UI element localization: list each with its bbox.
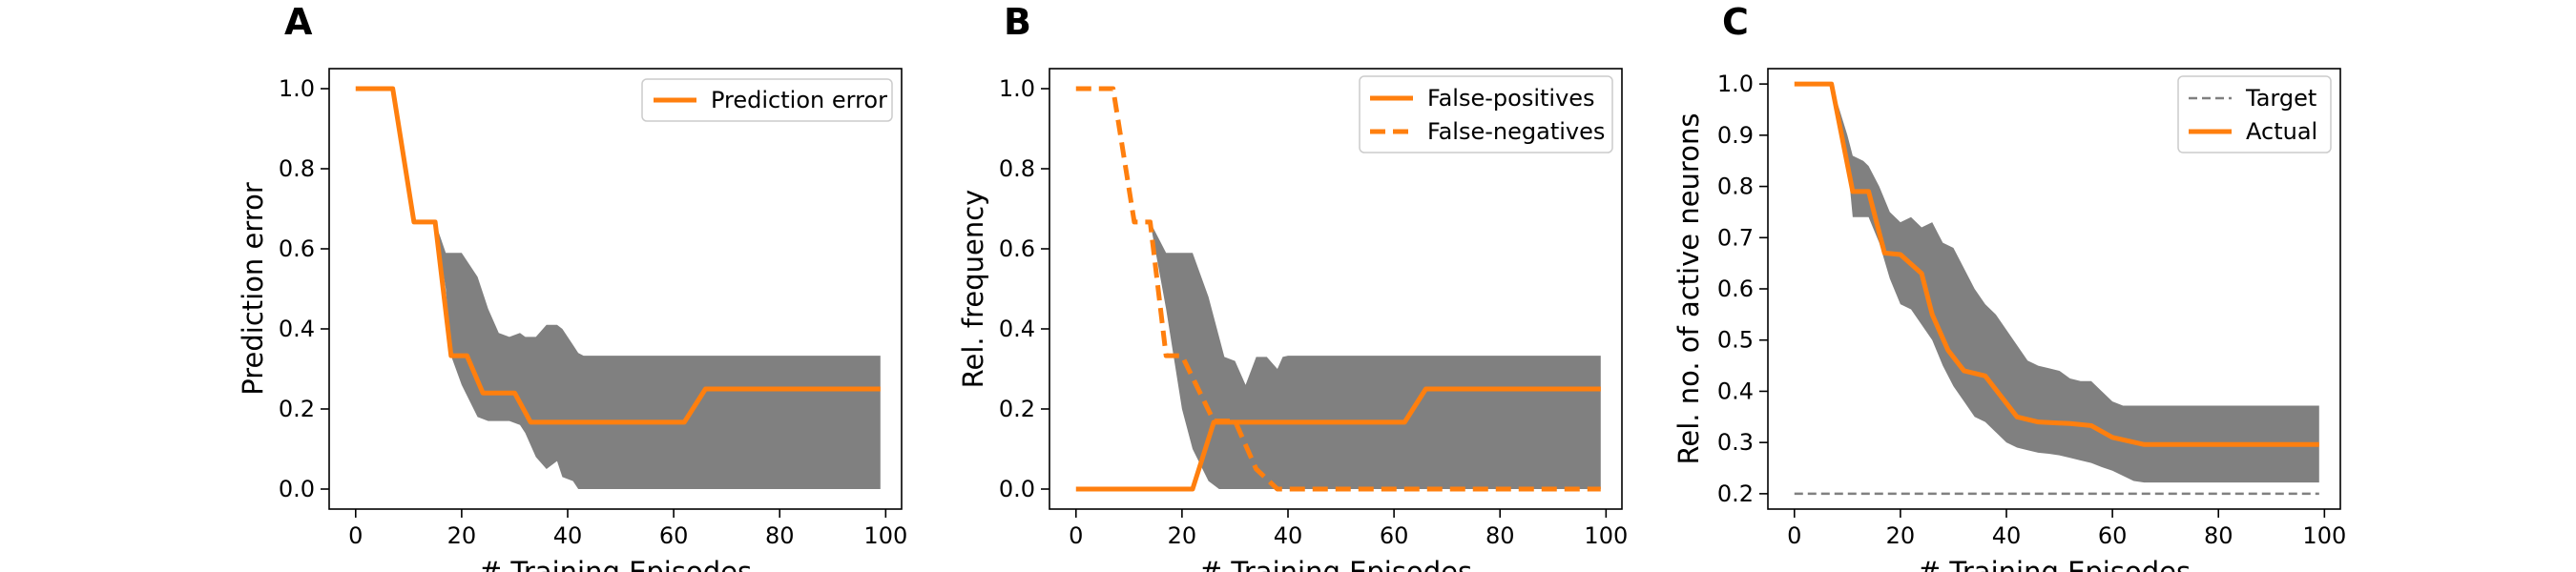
panel-c-x-axis-label: # Training Episodes	[1918, 556, 2191, 572]
panel-b-plot	[1075, 86, 1601, 492]
legend-label-target: Target	[2245, 85, 2316, 112]
panel-c-y-tick-label: 1.0	[1717, 71, 1754, 97]
legend-label-actual: Actual	[2246, 118, 2317, 145]
panel-b-x-tick-label: 80	[1485, 522, 1515, 549]
panel-c-y-tick-label: 0.8	[1717, 174, 1754, 200]
panel-a-y-tick-label: 0.4	[279, 316, 315, 342]
panel-c-y-tick-label: 0.9	[1717, 122, 1754, 149]
panel-b-y-tick-label: 1.0	[999, 75, 1035, 102]
panel-c-series-actual	[1794, 81, 2319, 447]
panel-c-label: C	[1722, 1, 1749, 43]
panel-c-ticks: 0 20 40 60 80 100 0.2 0.3 0.4 0.5 0.6 0.7 0.8 0.9 1.0	[1717, 71, 2346, 549]
panel-b-y-tick-label: 0.2	[999, 396, 1035, 422]
panel-a-x-axis-label: # Training Episodes	[479, 556, 752, 572]
panel-b-legend: False-positives False-negatives	[1359, 75, 1613, 153]
panel-a-y-tick-label: 0.8	[279, 155, 315, 182]
panel-c-y-tick-label: 0.2	[1717, 480, 1754, 507]
panel-b-y-tick-label: 0.4	[999, 316, 1035, 342]
panel-a-axes	[328, 68, 903, 510]
panel-b-x-tick-label: 60	[1380, 522, 1409, 549]
panel-c-y-axis-label: Rel. no. of active neurons	[1672, 113, 1705, 465]
legend-label-false-positives: False-positives	[1427, 85, 1595, 112]
panel-c-plot	[1794, 81, 2319, 496]
panel-a-plot	[355, 86, 881, 490]
panel-b-x-tick-label: 40	[1274, 522, 1303, 549]
panel-a-y-axis-label: Prediction error	[237, 182, 269, 396]
panel-c-x-tick-label: 100	[2302, 522, 2346, 549]
panel-b-x-tick-label: 20	[1168, 522, 1197, 549]
panel-a-band	[435, 221, 881, 490]
panel-b-band	[1150, 221, 1601, 490]
panel-c-x-tick-label: 80	[2204, 522, 2233, 549]
panel-c-y-tick-label: 0.4	[1717, 378, 1754, 404]
panel-b-ticks: 0 20 40 60 80 100 0.0 0.2 0.4 0.6 0.8 1.0	[999, 75, 1628, 549]
panel-b-series-false-positives	[1075, 386, 1601, 492]
panel-a-label: A	[284, 1, 313, 43]
panel-b-axes	[1049, 68, 1623, 510]
panel-b-series-false-negatives	[1075, 86, 1601, 492]
panel-c-x-tick-label: 0	[1787, 522, 1801, 549]
panel-a-x-tick-label: 80	[765, 522, 795, 549]
panel-a-y-tick-label: 1.0	[279, 75, 315, 102]
panel-b: B 0 20 40 60 80 100 0.0 0.2 0.4 0.6 0.8 1.0 # Train…	[957, 1, 1628, 572]
panel-b-x-tick-label: 100	[1584, 522, 1628, 549]
legend-label-prediction-error: Prediction error	[711, 87, 887, 113]
panel-c-x-tick-label: 40	[1992, 522, 2022, 549]
panel-b-y-tick-label: 0.8	[999, 155, 1035, 182]
legend-label-false-negatives: False-negatives	[1427, 118, 1605, 145]
panel-c: C 0 20 40 60 80 100 0.2 0.3 0.4 0.5 0.6 0.7 0.8 0.9 1.…	[1672, 1, 2346, 572]
panel-a: A 0 20 40 60 80 100 0.0 0.2 0.4 0.6 0.8 1.0 # Train…	[237, 1, 907, 572]
panel-b-y-tick-label: 0.0	[999, 476, 1035, 502]
panel-b-y-tick-label: 0.6	[999, 235, 1035, 262]
panel-a-y-tick-label: 0.2	[279, 396, 315, 422]
panel-c-y-tick-label: 0.6	[1717, 276, 1754, 302]
panel-a-x-tick-label: 20	[447, 522, 477, 549]
panel-a-legend: Prediction error	[641, 78, 893, 122]
panel-a-series-prediction-error	[355, 86, 881, 425]
panel-a-legend-box	[641, 78, 893, 122]
panel-a-y-tick-label: 0.6	[279, 235, 315, 262]
panel-a-x-tick-label: 40	[553, 522, 583, 549]
panel-b-legend-box	[1359, 75, 1613, 153]
panel-b-y-axis-label: Rel. frequency	[957, 190, 989, 389]
panel-c-x-tick-label: 20	[1886, 522, 1916, 549]
panel-a-y-tick-label: 0.0	[279, 476, 315, 502]
panel-b-x-tick-label: 0	[1069, 522, 1083, 549]
panel-a-ticks: 0 20 40 60 80 100 0.0 0.2 0.4 0.6 0.8 1.0	[279, 75, 907, 549]
panel-a-x-tick-label: 0	[348, 522, 363, 549]
panel-b-x-axis-label: # Training Episodes	[1199, 556, 1472, 572]
panel-a-x-tick-label: 100	[863, 522, 907, 549]
panel-b-label: B	[1004, 1, 1031, 43]
panel-c-y-tick-label: 0.7	[1717, 224, 1754, 251]
panel-c-y-tick-label: 0.5	[1717, 327, 1754, 354]
panel-c-legend: Target Actual	[2177, 75, 2332, 153]
panel-a-x-tick-label: 60	[659, 522, 689, 549]
panel-c-y-tick-label: 0.3	[1717, 429, 1754, 456]
panel-c-x-tick-label: 60	[2098, 522, 2128, 549]
